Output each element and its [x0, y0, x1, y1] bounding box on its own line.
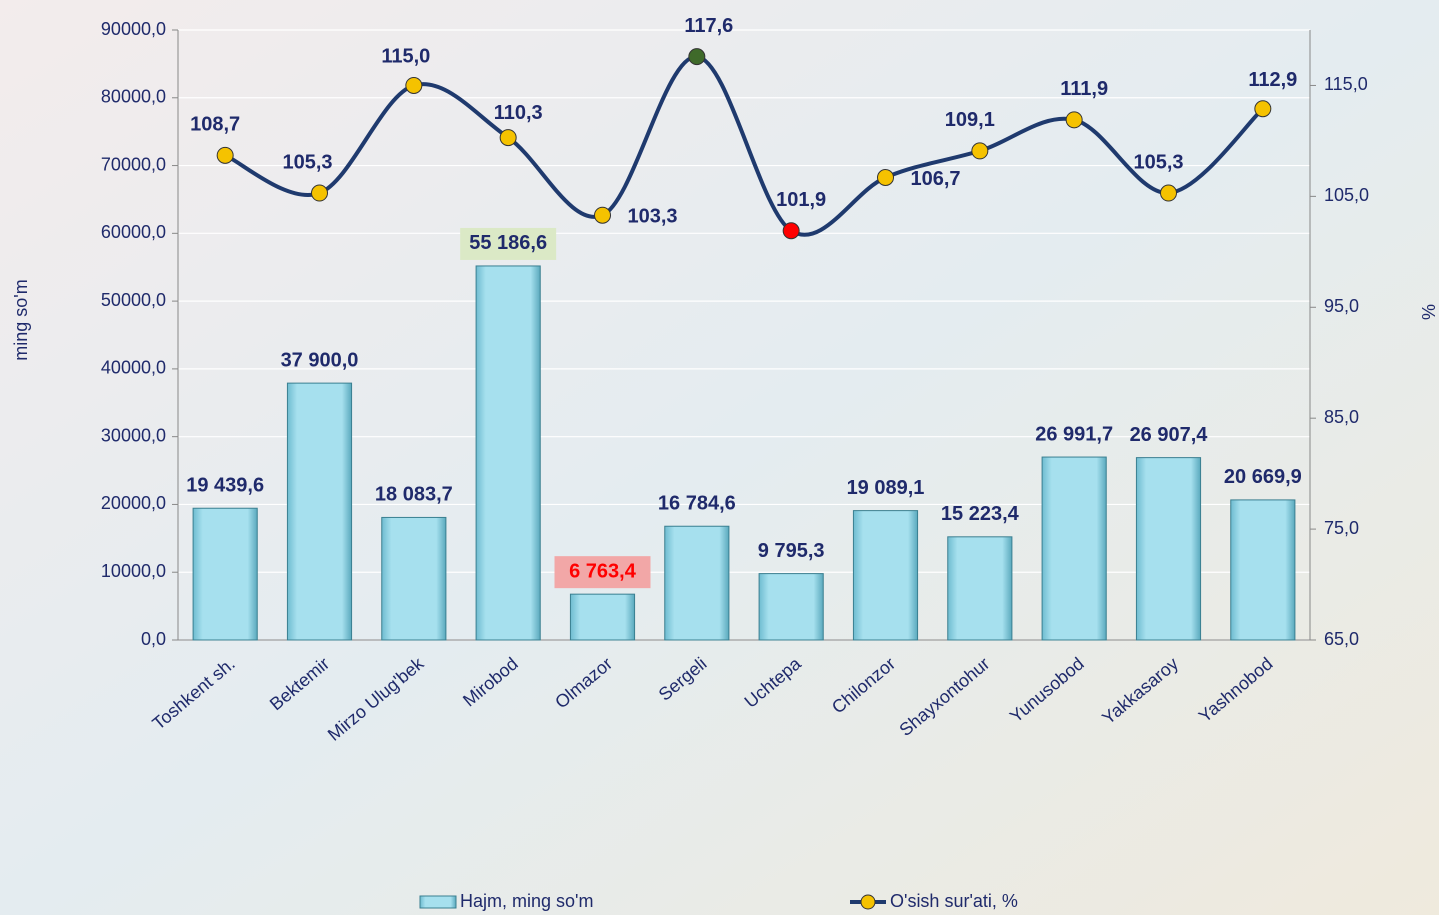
bar	[1136, 458, 1200, 640]
bar-value-label: 20 669,9	[1224, 466, 1302, 488]
y-tick-label: 90000,0	[101, 19, 166, 39]
bar-value-label: 19 089,1	[847, 477, 925, 499]
bar	[948, 537, 1012, 640]
line-value-label: 101,9	[776, 189, 826, 211]
bar	[287, 383, 351, 640]
line-point	[1161, 185, 1177, 201]
line-point	[972, 143, 988, 159]
legend-swatch	[420, 896, 456, 908]
bar	[853, 511, 917, 640]
bar-value-label: 18 083,7	[375, 484, 453, 506]
y2-tick-label: 75,0	[1324, 518, 1359, 538]
line-value-label: 111,9	[1060, 78, 1108, 100]
chart: ming so'm % 0,0 10000,0 20000,0 30000,0 4000…	[0, 0, 1439, 915]
y-tick-label: 0,0	[141, 629, 166, 649]
legend-swatch	[861, 895, 875, 909]
line-value-label: 110,3	[494, 102, 543, 124]
line-value-label: 103,3	[627, 205, 677, 227]
line-point	[312, 185, 328, 201]
bar-value-label: 55 186,6	[469, 232, 547, 254]
line-value-label: 117,6	[684, 15, 733, 37]
bar	[1231, 500, 1295, 640]
bar-value-label: 6 763,4	[569, 560, 637, 582]
line-value-label: 106,7	[910, 168, 960, 190]
legend-label: O'sish sur'ati, %	[890, 891, 1018, 911]
line-point	[217, 147, 233, 163]
line-point	[1066, 112, 1082, 128]
bar-value-label: 15 223,4	[941, 503, 1020, 525]
bar-value-label: 26 991,7	[1035, 423, 1113, 445]
bar	[1042, 457, 1106, 640]
bar	[570, 594, 634, 640]
legend-label: Hajm, ming so'm	[460, 891, 593, 911]
line-point	[406, 77, 422, 93]
line-value-label: 108,7	[190, 114, 240, 136]
bar-value-label: 16 784,6	[658, 493, 736, 515]
y-axis-title: ming so'm	[11, 279, 31, 360]
y2-tick-label: 85,0	[1324, 407, 1359, 427]
bar	[193, 508, 257, 640]
bar	[476, 266, 540, 640]
line-value-label: 109,1	[945, 109, 995, 131]
y-tick-label: 70000,0	[101, 154, 166, 174]
y2-tick-label: 115,0	[1324, 74, 1368, 94]
background	[0, 0, 1439, 915]
line-value-label: 115,0	[381, 46, 430, 68]
y-tick-label: 60000,0	[101, 222, 166, 242]
line-point	[783, 223, 799, 239]
bar-value-label: 19 439,6	[186, 475, 264, 497]
y-tick-label: 20000,0	[101, 493, 166, 513]
line-value-label: 105,3	[282, 151, 332, 173]
y2-tick-label: 65,0	[1324, 629, 1359, 649]
bar	[759, 574, 823, 640]
line-value-label: 105,3	[1133, 151, 1183, 173]
line-point	[1255, 101, 1271, 117]
bar-value-label: 26 907,4	[1130, 424, 1209, 446]
bar-value-label: 9 795,3	[758, 540, 825, 562]
line-value-label: 112,9	[1248, 69, 1297, 91]
line-point	[595, 207, 611, 223]
bar-value-label: 37 900,0	[281, 349, 359, 371]
bar	[382, 517, 446, 640]
line-point	[689, 49, 705, 65]
y2-axis-title: %	[1419, 304, 1439, 320]
y-tick-label: 40000,0	[101, 358, 166, 378]
y2-tick-label: 105,0	[1324, 185, 1369, 205]
y-tick-label: 30000,0	[101, 425, 166, 445]
bar	[665, 526, 729, 640]
y-tick-label: 50000,0	[101, 290, 166, 310]
y-tick-label: 10000,0	[101, 561, 166, 581]
y-tick-label: 80000,0	[101, 87, 166, 107]
line-point	[878, 170, 894, 186]
line-point	[500, 130, 516, 146]
y2-tick-label: 95,0	[1324, 296, 1359, 316]
